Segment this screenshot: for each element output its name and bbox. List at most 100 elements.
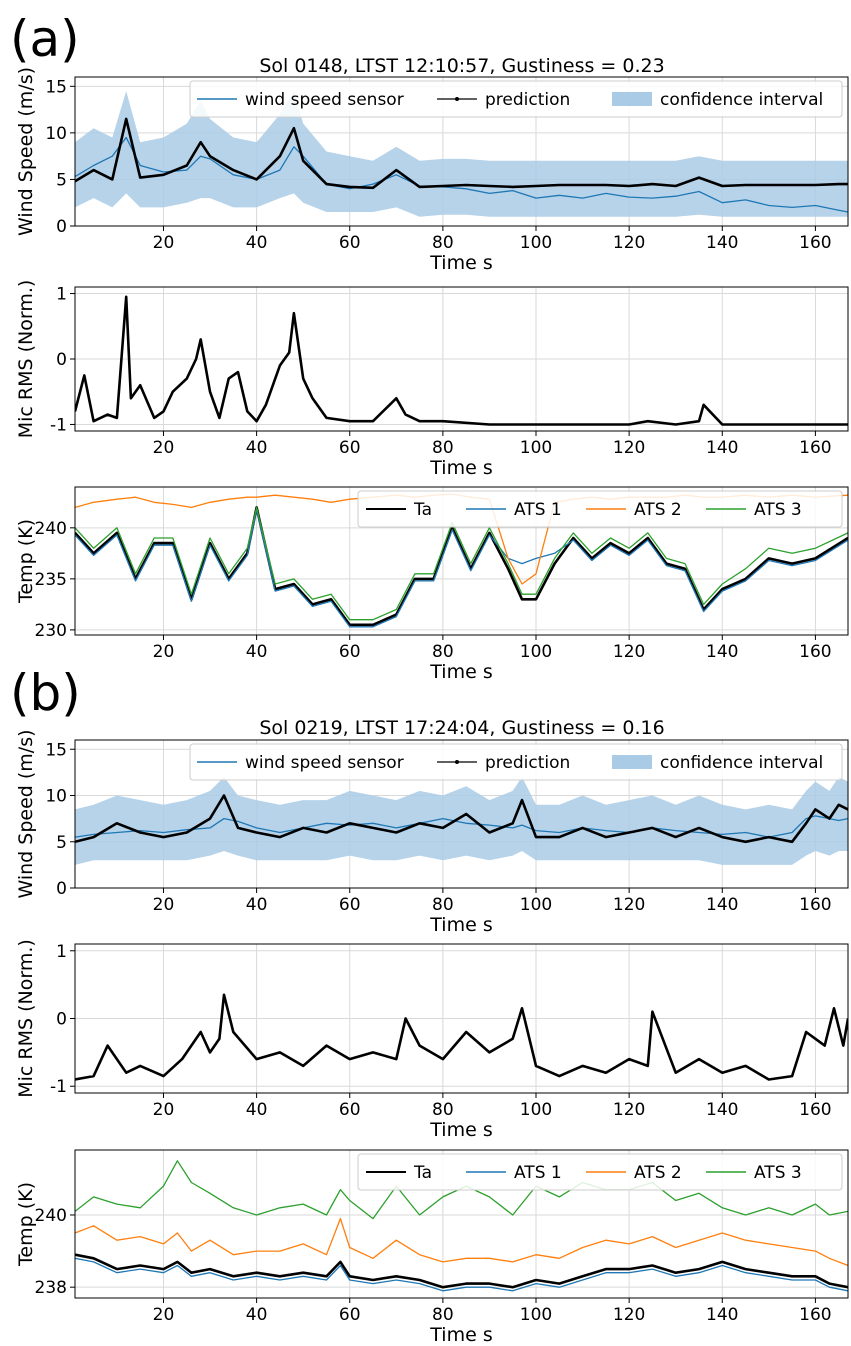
- y-axis-label: Wind Speed (m/s): [15, 67, 37, 236]
- legend-label: wind speed sensor: [245, 90, 404, 110]
- panel-label-b: (b): [10, 664, 81, 722]
- x-tick-label: 140: [706, 438, 738, 458]
- x-tick-label: 140: [706, 1100, 738, 1120]
- legend-label: prediction: [485, 90, 570, 110]
- legend-label: ATS 2: [634, 1163, 682, 1183]
- legend-label: Ta: [413, 500, 432, 520]
- subplot-2: 20 40 60 80 100 120 140 160 -1 0 1 Time s Mic RMS (N…: [15, 280, 849, 479]
- legend-marker: [455, 97, 459, 101]
- x-axis-label: Time s: [429, 661, 492, 683]
- legend-label: ATS 2: [634, 500, 682, 520]
- y-axis-label: Temp (K): [15, 519, 37, 604]
- series-line-prediction: [75, 794, 848, 844]
- x-tick-label: 140: [706, 895, 738, 915]
- series-line-prediction: [75, 117, 848, 190]
- x-tick-label: 20: [153, 895, 175, 915]
- series-line-mic-rms: [75, 295, 848, 426]
- x-tick-label: 120: [613, 233, 645, 253]
- y-tick-label: -1: [50, 415, 67, 435]
- x-tick-label: 120: [613, 642, 645, 662]
- axes-frame: [74, 486, 849, 636]
- x-tick-label: 60: [339, 642, 361, 662]
- x-axis-label: Time s: [429, 252, 492, 274]
- x-tick-label: 160: [799, 642, 831, 662]
- axes-frame: [74, 286, 849, 432]
- x-tick-label: 20: [153, 438, 175, 458]
- axes-frame: [74, 943, 849, 1094]
- legend-box: [189, 743, 843, 781]
- x-tick-label: 60: [339, 438, 361, 458]
- series-line-ats-1: [75, 508, 848, 628]
- y-tick-label: 240: [35, 519, 67, 539]
- series-line-mic-rms: [75, 993, 848, 1081]
- x-tick-label: 100: [520, 1100, 552, 1120]
- x-tick-label: 100: [520, 1305, 552, 1325]
- x-tick-label: 100: [520, 438, 552, 458]
- y-tick-label: 10: [45, 787, 67, 807]
- legend-label: ATS 1: [514, 1163, 562, 1183]
- x-tick-label: 120: [613, 1100, 645, 1120]
- x-tick-label: 160: [799, 438, 831, 458]
- legend: Ta ATS 1 ATS 2 ATS 3: [357, 1153, 843, 1191]
- legend-label: Ta: [413, 1163, 432, 1183]
- series-line-wind-speed-sensor: [75, 815, 848, 838]
- y-tick-label: 0: [56, 350, 67, 370]
- y-tick-label: 5: [56, 170, 67, 190]
- legend-label: confidence interval: [660, 753, 823, 773]
- x-tick-label: 140: [706, 1305, 738, 1325]
- subplot-3: 20 40 60 80 100 120 140 160 230 235 240 Time s Temp …: [15, 486, 849, 683]
- x-tick-label: 80: [432, 895, 454, 915]
- x-tick-label: 80: [432, 1100, 454, 1120]
- confidence-band: [75, 777, 848, 865]
- x-tick-label: 40: [246, 642, 268, 662]
- subplot-6: 20 40 60 80 100 120 140 160 238 240 Time s Temp (K)…: [15, 1149, 849, 1346]
- y-tick-label: 0: [56, 879, 67, 899]
- x-tick-label: 60: [339, 1305, 361, 1325]
- series-line-ats-3: [75, 1160, 848, 1220]
- subplot-5: 20 40 60 80 100 120 140 160 -1 0 1 Time s Mic RMS (N…: [15, 939, 849, 1141]
- x-tick-label: 120: [613, 1305, 645, 1325]
- x-tick-label: 40: [246, 1100, 268, 1120]
- y-tick-label: 238: [35, 1278, 67, 1298]
- legend-swatch: [612, 755, 652, 769]
- legend-swatch: [612, 92, 652, 106]
- y-axis-label: Wind Speed (m/s): [15, 729, 37, 898]
- x-tick-label: 120: [613, 895, 645, 915]
- x-tick-label: 80: [432, 438, 454, 458]
- legend-box: [189, 80, 843, 118]
- x-tick-label: 20: [153, 1100, 175, 1120]
- series-line-ats-1: [75, 1257, 848, 1292]
- y-tick-label: 1: [56, 942, 67, 962]
- x-axis-label: Time s: [429, 914, 492, 936]
- x-axis-label: Time s: [429, 1324, 492, 1346]
- x-tick-label: 40: [246, 233, 268, 253]
- x-tick-label: 100: [520, 895, 552, 915]
- x-tick-label: 100: [520, 233, 552, 253]
- y-tick-label: 0: [56, 217, 67, 237]
- legend-marker: [455, 760, 459, 764]
- legend: Ta ATS 1 ATS 2 ATS 3: [357, 490, 843, 528]
- x-tick-label: 20: [153, 642, 175, 662]
- x-tick-label: 20: [153, 233, 175, 253]
- y-tick-label: -1: [50, 1077, 67, 1097]
- axes-frame: [74, 1149, 849, 1299]
- subplot-4: 20 40 60 80 100 120 140 160 0 5 10 15 Time s Wind Spe…: [15, 729, 849, 936]
- subplot-1: 20 40 60 80 100 120 140 160 0 5 10 15 Time s Wind Spe…: [15, 67, 849, 274]
- x-tick-label: 140: [706, 233, 738, 253]
- legend-label: ATS 3: [754, 1163, 802, 1183]
- x-tick-label: 20: [153, 1305, 175, 1325]
- x-tick-label: 100: [520, 642, 552, 662]
- x-tick-label: 140: [706, 642, 738, 662]
- legend-label: ATS 3: [754, 500, 802, 520]
- x-tick-label: 40: [246, 895, 268, 915]
- legend: wind speed sensor prediction confidence in…: [189, 80, 843, 118]
- x-tick-label: 160: [799, 1100, 831, 1120]
- panel-label-a: (a): [10, 10, 80, 68]
- x-tick-label: 80: [432, 1305, 454, 1325]
- legend-label: wind speed sensor: [245, 753, 404, 773]
- legend-label: confidence interval: [660, 90, 823, 110]
- x-axis-label: Time s: [429, 457, 492, 479]
- y-tick-label: 240: [35, 1206, 67, 1226]
- x-tick-label: 60: [339, 233, 361, 253]
